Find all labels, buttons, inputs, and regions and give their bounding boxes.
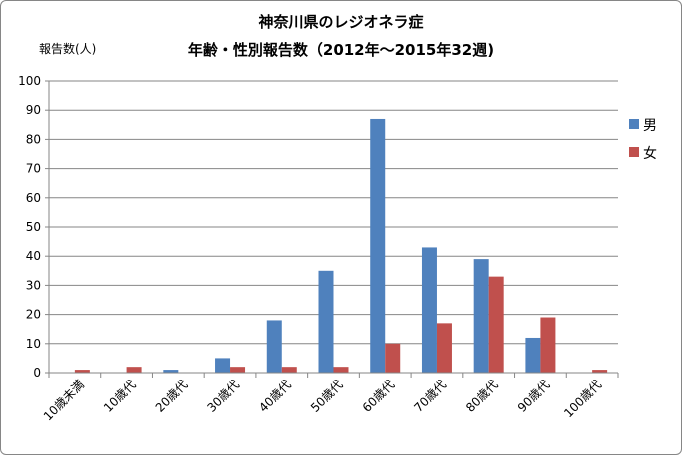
y-tick-label: 90 [26,103,41,117]
bar-male-9 [525,337,541,373]
y-tick-label: 0 [33,366,41,380]
x-tick-label: 70歳代 [411,377,449,415]
y-tick-label: 50 [26,220,41,234]
y-axis-label: 報告数(人) [39,41,96,56]
y-tick-label: 100 [18,74,41,88]
bar-male-5 [318,270,334,373]
bar-male-3 [215,358,231,373]
legend-swatch [629,119,639,129]
chart-title-line-2: 年齢・性別報告数（2012年～2015年32週) [188,41,494,59]
x-tick-label: 40歳代 [256,377,294,415]
bar-male-6 [370,118,386,374]
x-tick-label: 30歳代 [204,377,242,415]
y-tick-label: 60 [26,191,41,205]
x-tick-label: 10歳代 [101,377,139,415]
x-tick-label: 60歳代 [360,377,398,415]
bars [74,118,608,374]
chart-title: 神奈川県のレジオネラ症 年齢・性別報告数（2012年～2015年32週) [188,13,494,59]
bar-female-3 [230,367,246,373]
bar-female-4 [281,367,297,373]
x-tick-label: 80歳代 [463,377,501,415]
chart-title-line-1: 神奈川県のレジオネラ症 [258,13,423,31]
y-tick-label: 80 [26,132,41,146]
bar-male-7 [421,247,437,373]
legend-label: 男 [643,118,657,134]
y-tick-label: 40 [26,249,41,263]
axes [48,81,618,374]
bar-female-0 [74,370,90,373]
x-tick-label: 90歳代 [515,377,553,415]
x-tick-label: 100歳代 [561,377,604,420]
bar-female-1 [126,367,142,373]
y-tick-label: 20 [26,308,41,322]
bar-male-2 [163,370,179,373]
y-tick-label: 70 [26,162,41,176]
bar-female-9 [540,317,556,373]
bar-female-7 [436,323,452,373]
y-axis-ticks: 0 10 20 30 40 50 60 70 80 90 100 [18,74,49,380]
bar-male-4 [266,320,282,373]
bar-female-8 [488,276,504,373]
x-tick-label: 50歳代 [308,377,346,415]
y-tick-label: 30 [26,278,41,292]
x-axis-ticks: 10歳未満 10歳代 20歳代 30歳代 40歳代 50歳代 60歳代 70歳代 80歳代 90歳… [41,373,619,423]
y-tick-label: 10 [26,337,41,351]
x-tick-label: 20歳代 [153,377,191,415]
bar-female-6 [385,343,401,373]
gridlines [49,80,618,345]
bar-female-5 [333,367,349,373]
legend-swatch [629,147,639,157]
x-tick-label: 10歳未満 [41,377,87,423]
legend-label: 女 [643,145,657,162]
bar-female-10 [592,370,608,373]
legend: 男女 [629,118,657,162]
bar-male-8 [473,259,489,373]
